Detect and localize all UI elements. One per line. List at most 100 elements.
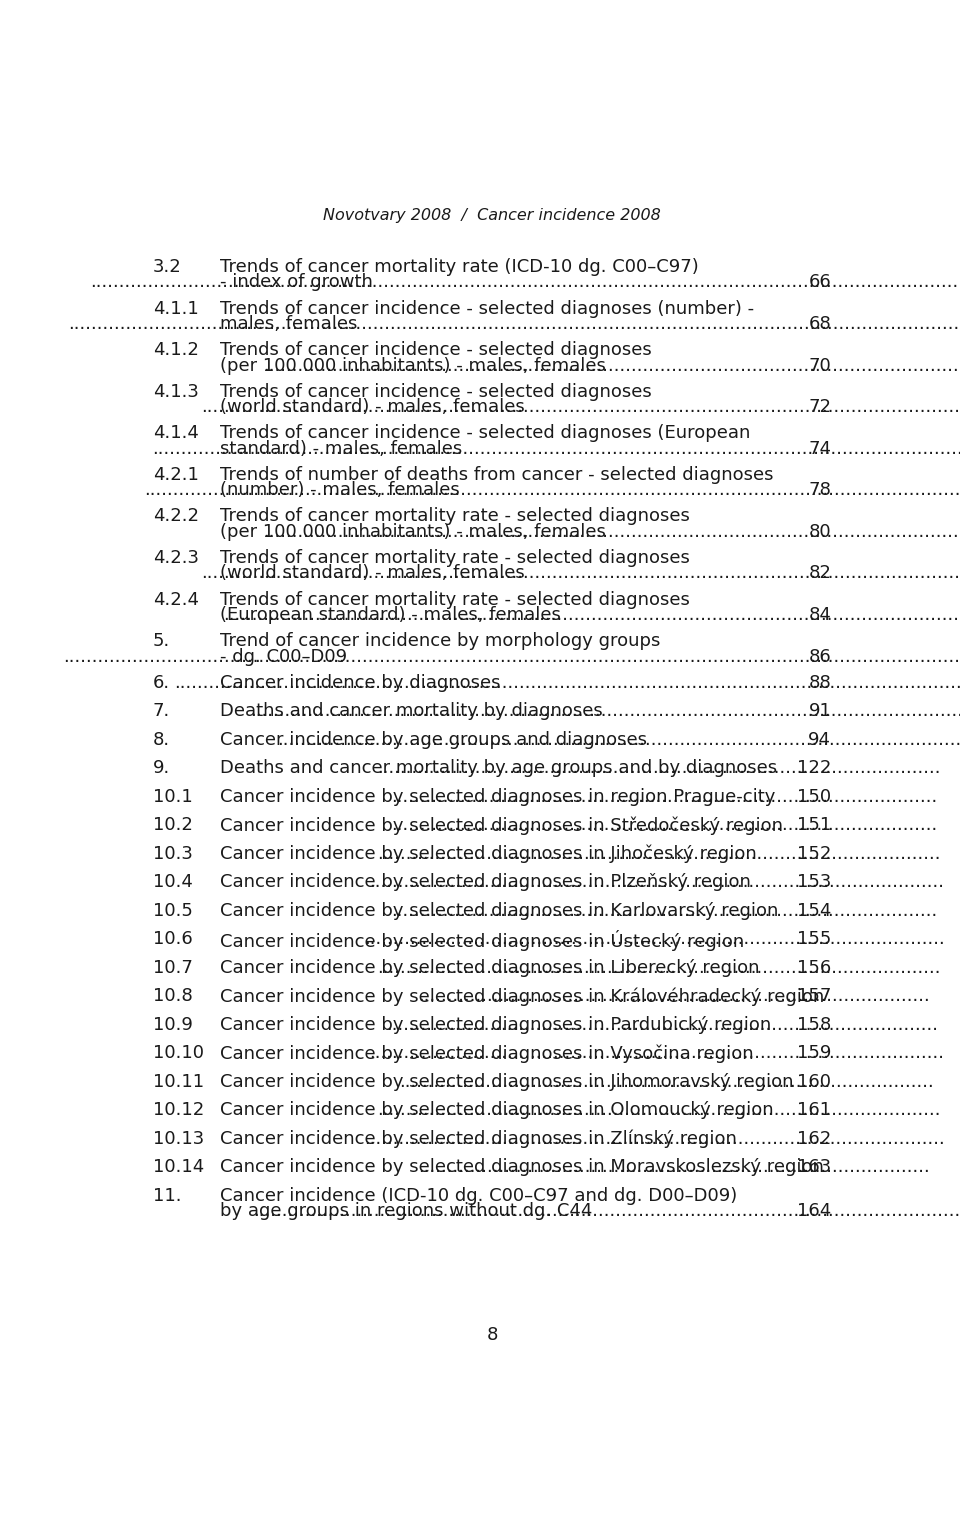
Text: 72: 72 (808, 397, 831, 416)
Text: 156: 156 (797, 958, 831, 976)
Text: (per 100 000 inhabitants) - males, females: (per 100 000 inhabitants) - males, femal… (221, 356, 607, 374)
Text: ................................................................................: ........................................… (250, 702, 960, 721)
Text: 153: 153 (797, 873, 831, 892)
Text: ................................................................................: ........................................… (419, 1158, 930, 1177)
Text: 4.1.3: 4.1.3 (153, 382, 199, 400)
Text: ................................................................................: ........................................… (419, 987, 930, 1006)
Text: ................................................................................: ........................................… (386, 1016, 938, 1033)
Text: 4.1.1: 4.1.1 (153, 299, 199, 317)
Text: ................................................................................: ........................................… (391, 901, 937, 919)
Text: ................................................................................: ........................................… (399, 1072, 934, 1090)
Text: males, females: males, females (221, 314, 358, 333)
Text: 122: 122 (797, 759, 831, 778)
Text: Deaths and cancer mortality by diagnoses: Deaths and cancer mortality by diagnoses (221, 702, 603, 721)
Text: ................................................................................: ........................................… (263, 356, 960, 374)
Text: 162: 162 (797, 1130, 831, 1147)
Text: 10.13: 10.13 (153, 1130, 204, 1147)
Text: ................................................................................: ........................................… (202, 564, 960, 582)
Text: Trend of cancer incidence by morphology groups: Trend of cancer incidence by morphology … (221, 631, 660, 650)
Text: Cancer incidence (ICD-10 dg. C00–C97 and dg. D00–D09): Cancer incidence (ICD-10 dg. C00–C97 and… (221, 1186, 737, 1204)
Text: Cancer incidence by selected diagnoses in Liberecký region: Cancer incidence by selected diagnoses i… (221, 958, 760, 976)
Text: ................................................................................: ........................................… (202, 397, 960, 416)
Text: Cancer incidence by selected diagnoses in Karlovarský region: Cancer incidence by selected diagnoses i… (221, 901, 779, 919)
Text: Cancer incidence by age groups and diagnoses: Cancer incidence by age groups and diagn… (221, 730, 647, 748)
Text: ................................................................................: ........................................… (153, 439, 960, 457)
Text: 160: 160 (797, 1072, 831, 1090)
Text: 164: 164 (797, 1201, 831, 1220)
Text: Cancer incidence by selected diagnoses in Moravskoslezský region: Cancer incidence by selected diagnoses i… (221, 1158, 825, 1177)
Text: 8.: 8. (153, 730, 170, 748)
Text: by age groups in regions without dg. C44: by age groups in regions without dg. C44 (221, 1201, 593, 1220)
Text: 6.: 6. (153, 673, 170, 691)
Text: Trends of cancer mortality rate - selected diagnoses: Trends of cancer mortality rate - select… (221, 548, 690, 567)
Text: ................................................................................: ........................................… (391, 787, 937, 805)
Text: ................................................................................: ........................................… (370, 873, 945, 892)
Text: Trends of cancer mortality rate - selected diagnoses: Trends of cancer mortality rate - select… (221, 507, 690, 525)
Text: - index of growth: - index of growth (221, 274, 373, 291)
Text: Trends of cancer incidence - selected diagnoses: Trends of cancer incidence - selected di… (221, 382, 652, 400)
Text: 4.2.3: 4.2.3 (153, 548, 199, 567)
Text: 10.10: 10.10 (153, 1044, 204, 1063)
Text: 66: 66 (808, 274, 831, 291)
Text: 10.8: 10.8 (153, 987, 193, 1006)
Text: ................................................................................: ........................................… (370, 1044, 945, 1063)
Text: 82: 82 (808, 564, 831, 582)
Text: Cancer incidence by selected diagnoses in Olomoucký region: Cancer incidence by selected diagnoses i… (221, 1101, 774, 1120)
Text: 7.: 7. (153, 702, 170, 721)
Text: Cancer incidence by selected diagnoses in Královéhradecký region: Cancer incidence by selected diagnoses i… (221, 987, 825, 1006)
Text: ................................................................................: ........................................… (253, 1201, 960, 1220)
Text: ................................................................................: ........................................… (174, 673, 960, 691)
Text: 10.3: 10.3 (153, 844, 193, 862)
Text: Cancer incidence by selected diagnoses in Zlínský region: Cancer incidence by selected diagnoses i… (221, 1130, 737, 1149)
Text: 9.: 9. (153, 759, 170, 778)
Text: Cancer incidence by selected diagnoses in Vysočina region: Cancer incidence by selected diagnoses i… (221, 1044, 754, 1063)
Text: Deaths and cancer mortality by age groups and by diagnoses: Deaths and cancer mortality by age group… (221, 759, 778, 778)
Text: 152: 152 (797, 844, 831, 862)
Text: (world standard) - males, females: (world standard) - males, females (221, 397, 525, 416)
Text: 10.4: 10.4 (153, 873, 193, 892)
Text: 70: 70 (808, 356, 831, 374)
Text: 4.2.2: 4.2.2 (153, 507, 199, 525)
Text: 10.9: 10.9 (153, 1016, 193, 1033)
Text: 68: 68 (808, 314, 831, 333)
Text: 155: 155 (797, 930, 831, 949)
Text: 94: 94 (808, 730, 831, 748)
Text: Cancer incidence by selected diagnoses in Jihomoravský region: Cancer incidence by selected diagnoses i… (221, 1072, 794, 1090)
Text: Cancer incidence by selected diagnoses in Plzeňský region: Cancer incidence by selected diagnoses i… (221, 873, 752, 892)
Text: ................................................................................: ........................................… (377, 958, 941, 976)
Text: 74: 74 (808, 439, 831, 457)
Text: ................................................................................: ........................................… (263, 522, 960, 541)
Text: 154: 154 (797, 901, 831, 919)
Text: ................................................................................: ........................................… (68, 314, 960, 333)
Text: 10.2: 10.2 (153, 816, 193, 835)
Text: 91: 91 (808, 702, 831, 721)
Text: 10.6: 10.6 (153, 930, 193, 949)
Text: 88: 88 (808, 673, 831, 691)
Text: ................................................................................: ........................................… (364, 930, 945, 949)
Text: 80: 80 (808, 522, 831, 541)
Text: Cancer incidence by selected diagnoses in Jihočeský region: Cancer incidence by selected diagnoses i… (221, 844, 757, 864)
Text: ................................................................................: ........................................… (377, 844, 941, 862)
Text: Trends of cancer incidence - selected diagnoses (number) -: Trends of cancer incidence - selected di… (221, 299, 755, 317)
Text: 4.1.4: 4.1.4 (153, 424, 199, 442)
Text: ................................................................................: ........................................… (63, 647, 960, 665)
Text: Trends of cancer mortality rate (ICD-10 dg. C00–C97): Trends of cancer mortality rate (ICD-10 … (221, 257, 699, 276)
Text: 161: 161 (797, 1101, 831, 1120)
Text: ................................................................................: ........................................… (391, 816, 937, 835)
Text: Cancer incidence by selected diagnoses in region Prague-city: Cancer incidence by selected diagnoses i… (221, 787, 776, 805)
Text: 151: 151 (797, 816, 831, 835)
Text: 86: 86 (808, 647, 831, 665)
Text: 5.: 5. (153, 631, 170, 650)
Text: 4.2.4: 4.2.4 (153, 590, 199, 608)
Text: 10.11: 10.11 (153, 1072, 204, 1090)
Text: Cancer incidence by selected diagnoses in Pardubický region: Cancer incidence by selected diagnoses i… (221, 1016, 772, 1033)
Text: Novotvary 2008  /  Cancer incidence 2008: Novotvary 2008 / Cancer incidence 2008 (324, 208, 660, 223)
Text: standard) - males, females: standard) - males, females (221, 439, 463, 457)
Text: 8: 8 (487, 1326, 497, 1343)
Text: ................................................................................: ........................................… (144, 480, 960, 499)
Text: 157: 157 (797, 987, 831, 1006)
Text: 4.2.1: 4.2.1 (153, 465, 199, 484)
Text: 3.2: 3.2 (153, 257, 181, 276)
Text: ................................................................................: ........................................… (223, 605, 960, 624)
Text: 150: 150 (797, 787, 831, 805)
